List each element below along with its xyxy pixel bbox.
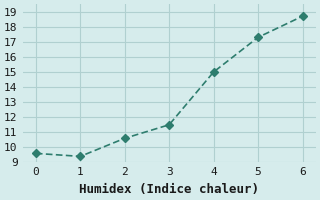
X-axis label: Humidex (Indice chaleur): Humidex (Indice chaleur) (79, 183, 259, 196)
